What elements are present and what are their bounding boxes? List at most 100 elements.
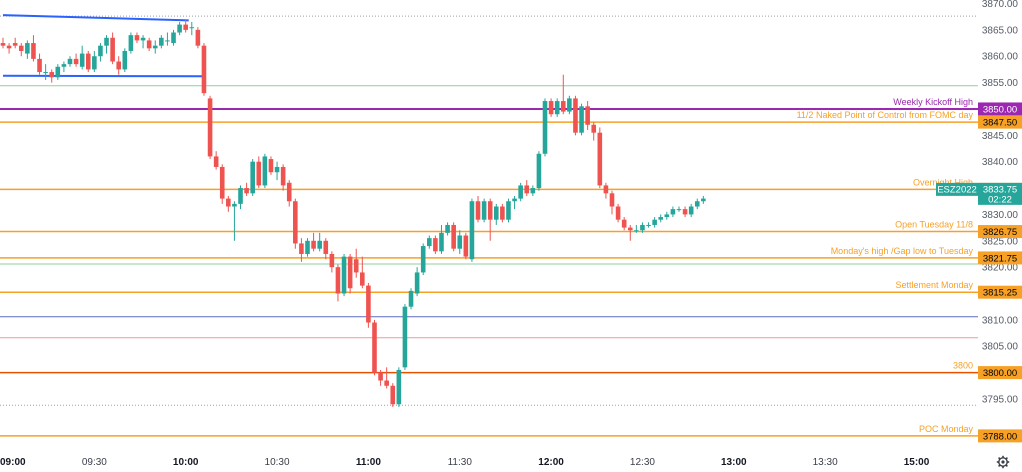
candle[interactable] (305, 238, 310, 257)
candle[interactable] (189, 21, 195, 36)
candle[interactable] (165, 32, 170, 46)
candle[interactable] (286, 180, 292, 207)
candle[interactable] (658, 214, 664, 223)
candles-layer[interactable] (0, 19, 706, 407)
candle[interactable] (646, 222, 651, 228)
candle[interactable] (238, 185, 243, 210)
candle[interactable] (207, 95, 213, 160)
candle[interactable] (597, 127, 603, 189)
candle[interactable] (25, 40, 30, 59)
candle[interactable] (530, 185, 536, 196)
candle[interactable] (420, 243, 426, 276)
candle[interactable] (536, 151, 542, 191)
candle[interactable] (463, 232, 469, 260)
candle[interactable] (18, 43, 24, 57)
candle[interactable] (469, 198, 475, 262)
candle[interactable] (609, 190, 615, 215)
candle[interactable] (548, 98, 554, 117)
candle[interactable] (110, 32, 115, 65)
time-axis[interactable]: 09:00 09:30 10:00 10:30 11:00 11:30 12:00 12:30… (0, 450, 1022, 472)
candle[interactable] (85, 50, 91, 73)
candle[interactable] (439, 224, 444, 254)
candle[interactable] (92, 50, 97, 73)
candle[interactable] (353, 248, 359, 278)
candle[interactable] (640, 222, 645, 233)
candle[interactable] (682, 206, 688, 218)
candle[interactable] (201, 43, 207, 96)
candle[interactable] (554, 98, 560, 117)
candle[interactable] (621, 217, 627, 231)
candle[interactable] (701, 195, 706, 204)
candle[interactable] (244, 182, 249, 196)
candle[interactable] (177, 21, 182, 36)
candle[interactable] (451, 222, 456, 252)
candle[interactable] (219, 164, 225, 204)
candle[interactable] (384, 367, 389, 389)
candle[interactable] (0, 37, 6, 49)
candle[interactable] (317, 232, 322, 252)
candle[interactable] (159, 35, 164, 49)
candle[interactable] (457, 230, 463, 254)
candle[interactable] (280, 164, 286, 191)
candle[interactable] (152, 40, 158, 54)
candle[interactable] (585, 101, 590, 131)
candle[interactable] (579, 103, 584, 136)
settings-gear-icon[interactable] (996, 455, 1010, 469)
candle[interactable] (61, 61, 67, 73)
candle[interactable] (73, 53, 79, 67)
candle[interactable] (104, 35, 109, 54)
candle[interactable] (49, 69, 55, 83)
candle[interactable] (475, 195, 481, 223)
candle[interactable] (140, 35, 146, 49)
candle[interactable] (396, 367, 402, 407)
candle[interactable] (146, 37, 152, 51)
candle[interactable] (67, 56, 73, 67)
candle[interactable] (12, 37, 18, 49)
candle[interactable] (341, 253, 347, 297)
candle[interactable] (408, 288, 414, 310)
candle[interactable] (591, 122, 597, 141)
candle[interactable] (37, 53, 42, 75)
candle[interactable] (445, 222, 450, 236)
candle[interactable] (372, 319, 377, 376)
trendline[interactable] (2, 14, 189, 22)
candle[interactable] (652, 217, 657, 228)
candle[interactable] (311, 232, 316, 252)
candle[interactable] (116, 56, 122, 75)
candle[interactable] (98, 43, 103, 62)
candle[interactable] (347, 253, 353, 294)
candle[interactable] (567, 95, 572, 115)
candle[interactable] (134, 32, 140, 44)
candle[interactable] (512, 195, 517, 210)
candle[interactable] (670, 206, 676, 218)
candle[interactable] (433, 235, 438, 254)
candle[interactable] (55, 64, 61, 80)
candle[interactable] (627, 224, 633, 241)
candle[interactable] (360, 256, 365, 289)
candle[interactable] (226, 195, 231, 212)
trendlines-layer[interactable] (2, 14, 204, 78)
candle[interactable] (250, 159, 255, 196)
candle[interactable] (213, 151, 219, 170)
candle[interactable] (329, 251, 335, 273)
candle[interactable] (323, 238, 329, 260)
candle[interactable] (366, 282, 371, 328)
candle[interactable] (122, 48, 128, 73)
candle[interactable] (378, 369, 383, 386)
candle[interactable] (560, 74, 566, 115)
candle[interactable] (293, 198, 298, 249)
candle[interactable] (128, 32, 134, 54)
candle[interactable] (481, 198, 487, 223)
candle[interactable] (232, 201, 237, 241)
candle[interactable] (427, 235, 432, 249)
candle[interactable] (518, 182, 523, 202)
candle[interactable] (171, 29, 176, 46)
candle[interactable] (414, 267, 420, 297)
candle[interactable] (694, 198, 700, 210)
candle[interactable] (688, 203, 694, 218)
price-axis[interactable]: 3795.00 3805.00 3810.00 3820.00 3825.00 3830.… (978, 0, 1022, 450)
candle[interactable] (493, 203, 499, 225)
candle[interactable] (299, 238, 304, 262)
candle[interactable] (487, 198, 493, 241)
